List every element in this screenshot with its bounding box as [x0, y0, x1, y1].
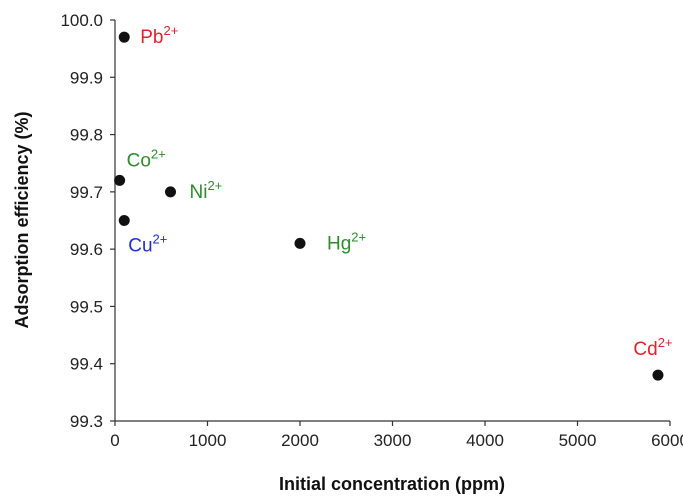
point-labels: Pb2+Co2+Ni2+Cu2+ Hg2+Cd2+: [127, 23, 673, 360]
x-tick-label: 4000: [466, 431, 504, 450]
ion-symbol: Cu: [128, 236, 152, 257]
x-tick-label: 3000: [374, 431, 412, 450]
y-tick-label: 99.7: [70, 183, 103, 202]
ion-symbol: Pb: [140, 27, 163, 48]
data-point-co: [114, 174, 126, 186]
y-tick-label: 99.3: [70, 412, 103, 431]
x-ticks: 0 1000 2000 3000 4000 5000 6000: [110, 421, 683, 450]
y-tick-label: 99.4: [70, 355, 103, 374]
y-tick-label: 99.5: [70, 297, 103, 316]
ion-charge: 2+: [153, 232, 168, 247]
ion-symbol: Ni: [190, 182, 208, 203]
y-ticks: 99.3 99.4 99.5 99.6 99.7 99.8 99.9 100.0: [60, 11, 115, 431]
point-label-co: Co2+: [127, 146, 166, 171]
y-axis-title: Adsorption efficiency (%): [12, 111, 32, 328]
point-label-cd: Cd2+: [633, 335, 672, 360]
point-label-pb: Pb2+: [140, 23, 178, 48]
x-axis-title: Initial concentration (ppm): [279, 474, 505, 494]
y-tick-label: 100.0: [60, 11, 103, 30]
ion-charge: 2+: [351, 229, 366, 244]
axes: [114, 20, 670, 422]
y-tick-label: 99.9: [70, 68, 103, 87]
data-point-pb: [118, 31, 130, 43]
point-label-cu: Cu2+: [128, 232, 167, 257]
y-tick-label: 99.8: [70, 126, 103, 145]
point-label-ni: Ni2+: [190, 178, 223, 203]
ion-charge: 2+: [207, 178, 222, 193]
ion-symbol: Co: [127, 150, 151, 171]
ion-charge: 2+: [658, 335, 673, 350]
x-tick-label: 5000: [559, 431, 597, 450]
data-point-hg: [294, 237, 306, 249]
ion-charge: 2+: [151, 146, 166, 161]
x-tick-label: 0: [110, 431, 119, 450]
y-tick-label: 99.6: [70, 240, 103, 259]
ion-symbol: Hg: [327, 233, 351, 254]
data-point-ni: [165, 186, 176, 198]
ion-charge: 2+: [164, 23, 179, 38]
x-tick-label: 1000: [189, 431, 227, 450]
ion-symbol: Cd: [633, 339, 657, 360]
x-tick-label: 6000: [651, 431, 683, 450]
point-label-hg: Hg2+: [327, 229, 366, 254]
data-points: [114, 31, 664, 381]
x-tick-label: 2000: [281, 431, 319, 450]
data-point-cd: [652, 369, 664, 381]
data-point-cu: [118, 215, 130, 226]
